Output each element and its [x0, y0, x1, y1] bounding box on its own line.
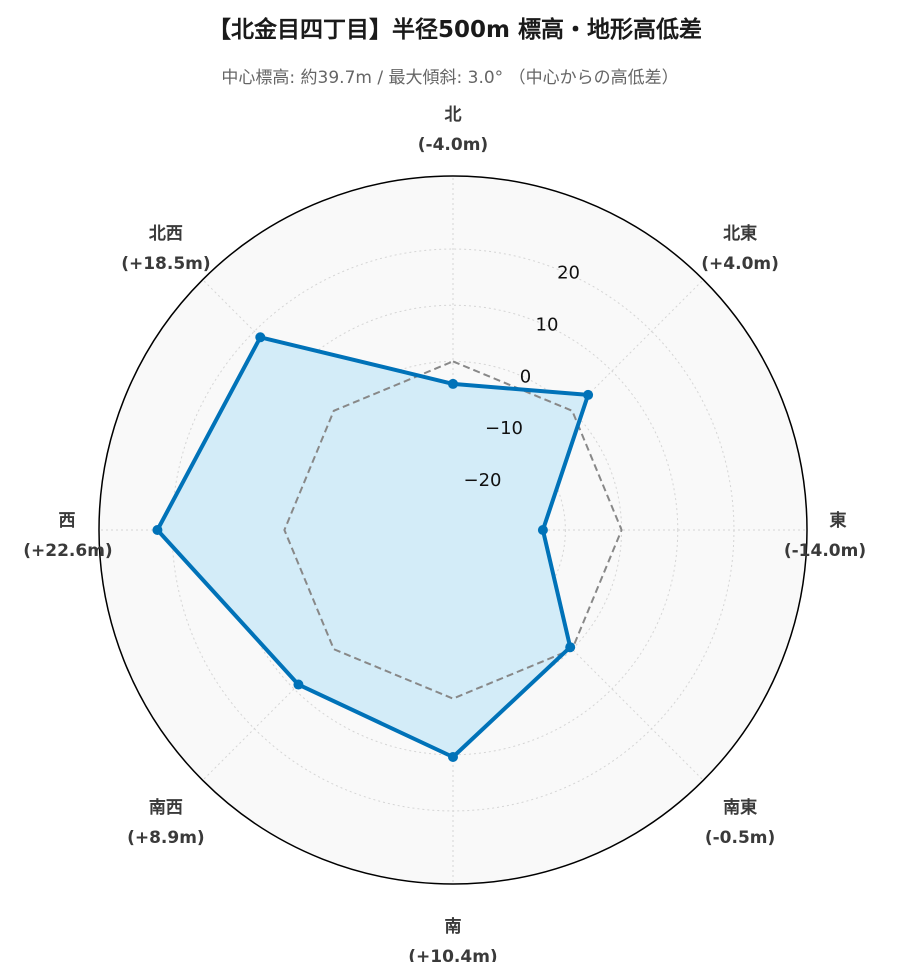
direction-label: 南西 [149, 797, 183, 818]
radial-tick-label: 0 [520, 366, 531, 387]
direction-value-label: (+22.6m) [23, 541, 112, 561]
direction-label-layer: 北 (-4.0m) 北東 (+4.0m) 東 (-14.0m) 南東 (-0.5m) 南 (+10… [23, 105, 866, 962]
direction-value-label: (-4.0m) [418, 135, 488, 155]
data-point [537, 525, 548, 535]
data-point [293, 679, 304, 690]
direction-label: 北東 [723, 223, 757, 244]
series-fill-area [157, 337, 589, 757]
direction-label: 西 [59, 511, 76, 531]
data-point [583, 389, 594, 400]
data-point [565, 642, 576, 653]
data-point [448, 378, 458, 389]
direction-value-label: (-0.5m) [705, 828, 775, 848]
data-point [448, 752, 458, 763]
data-point [255, 332, 266, 343]
direction-value-label: (+18.5m) [121, 254, 210, 274]
direction-label: 東 [830, 510, 847, 531]
direction-label: 南 [445, 916, 462, 937]
radial-tick-label: −10 [485, 418, 523, 439]
direction-label: 南東 [723, 797, 757, 818]
reference-line-zero [283, 360, 623, 700]
direction-label: 北西 [149, 224, 183, 244]
tick-label-layer: −20 −10 0 10 20 [464, 262, 580, 491]
series-layer [152, 332, 623, 763]
direction-value-label: (-14.0m) [784, 541, 866, 561]
direction-value-label: (+10.4m) [408, 947, 497, 962]
direction-label: 北 [445, 105, 462, 125]
grid-spoke [452, 529, 704, 781]
chart-subtitle: 中心標高: 約39.7m / 最大傾斜: 3.0° （中心からの高低差） [221, 68, 678, 88]
radial-tick-label: −20 [464, 470, 502, 491]
radial-tick-label: 10 [536, 314, 559, 335]
radial-tick-label: 20 [557, 262, 580, 283]
direction-value-label: (+4.0m) [701, 254, 779, 274]
data-point [152, 525, 163, 535]
chart-title: 【北金目四丁目】半径500m 標高・地形高低差 [208, 16, 702, 43]
direction-value-label: (+8.9m) [127, 828, 205, 848]
